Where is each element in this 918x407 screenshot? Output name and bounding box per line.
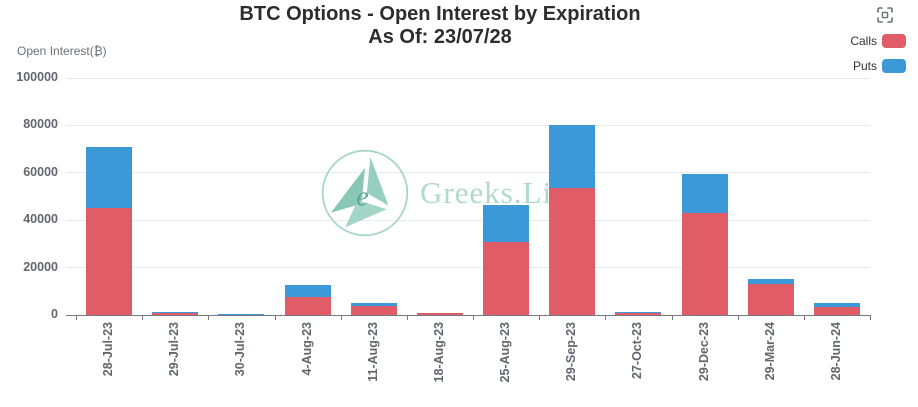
y-axis-title: Open Interest(₿) — [17, 44, 107, 58]
title-block: BTC Options - Open Interest by Expiratio… — [0, 3, 918, 49]
x-tick-label-4-Aug-23: 4-Aug-23 — [299, 322, 314, 376]
x-axis-tick — [539, 315, 541, 320]
x-tick-label-18-Aug-23: 18-Aug-23 — [431, 322, 446, 383]
bar-27-Oct-23 — [605, 311, 671, 315]
plot-area — [66, 77, 871, 320]
x-tick-label-28-Jul-23: 28-Jul-23 — [101, 322, 116, 377]
legend: Calls Puts — [850, 34, 906, 84]
bar-segment-puts-11-Aug-23[interactable] — [350, 302, 397, 307]
bar-segment-puts-29-Jul-23[interactable] — [152, 311, 199, 314]
bar-segment-puts-29-Sep-23[interactable] — [549, 125, 596, 189]
x-axis-tick — [406, 315, 408, 320]
chart-title: BTC Options - Open Interest by Expiratio… — [239, 3, 641, 25]
x-axis-tick — [340, 315, 342, 320]
x-axis-tick — [671, 315, 673, 320]
legend-swatch-puts — [882, 59, 906, 73]
bar-segment-calls-28-Jun-24[interactable] — [813, 306, 860, 315]
bar-segment-calls-28-Jul-23[interactable] — [86, 208, 133, 315]
bar-29-Dec-23 — [672, 174, 738, 315]
legend-label-puts: Puts — [852, 59, 877, 73]
x-tick-label-27-Oct-23: 27-Oct-23 — [630, 322, 645, 379]
bar-28-Jun-24 — [804, 303, 870, 315]
bar-29-Sep-23 — [539, 125, 605, 315]
bar-segment-puts-28-Jun-24[interactable] — [813, 303, 860, 307]
x-axis-tick — [803, 315, 805, 320]
legend-item-puts[interactable]: Puts — [850, 59, 906, 73]
y-tick-label: 0 — [51, 307, 58, 321]
bar-segment-puts-4-Aug-23[interactable] — [284, 285, 331, 298]
y-tick-label: 80000 — [23, 117, 58, 132]
x-axis-tick — [605, 315, 607, 320]
legend-swatch-calls — [882, 34, 906, 48]
x-axis-tick — [473, 315, 474, 320]
bar-11-Aug-23 — [341, 302, 407, 315]
gridline — [66, 172, 870, 174]
chart-subtitle: As Of: 23/07/28 — [368, 26, 512, 48]
fullscreen-icon[interactable] — [876, 6, 894, 24]
bar-segment-calls-4-Aug-23[interactable] — [284, 297, 331, 315]
x-tick-label-25-Aug-23: 25-Aug-23 — [498, 322, 513, 383]
bar-segment-puts-27-Oct-23[interactable] — [615, 311, 662, 313]
x-axis-tick — [76, 315, 77, 320]
x-tick-label-29-Mar-24: 29-Mar-24 — [762, 322, 777, 381]
bar-28-Jul-23 — [76, 146, 142, 315]
bar-18-Aug-23 — [407, 313, 473, 315]
y-tick-label: 40000 — [23, 212, 58, 227]
y-tick-label: 100000 — [16, 70, 58, 84]
gridline — [66, 124, 870, 126]
x-axis-tick — [142, 315, 144, 320]
bar-segment-calls-29-Mar-24[interactable] — [747, 283, 794, 315]
y-tick-label: 20000 — [23, 259, 58, 274]
gridline — [66, 267, 870, 269]
x-axis-tick — [274, 315, 276, 320]
bar-segment-calls-29-Jul-23[interactable] — [152, 313, 199, 315]
x-axis-line — [66, 315, 870, 316]
x-axis-tick — [208, 315, 210, 320]
x-tick-label-29-Jul-23: 29-Jul-23 — [167, 322, 182, 377]
bar-segment-puts-30-Jul-23[interactable] — [218, 314, 265, 315]
gridline — [66, 77, 870, 79]
bar-30-Jul-23 — [208, 314, 274, 315]
bar-segment-puts-28-Jul-23[interactable] — [86, 146, 133, 209]
bar-25-Aug-23 — [473, 204, 539, 315]
bar-29-Mar-24 — [738, 278, 804, 315]
bar-segment-calls-25-Aug-23[interactable] — [483, 241, 530, 315]
gridline — [66, 219, 870, 221]
x-axis-tick — [737, 315, 739, 320]
bar-segment-puts-25-Aug-23[interactable] — [483, 204, 530, 242]
bar-segment-puts-29-Dec-23[interactable] — [681, 174, 728, 214]
x-tick-label-11-Aug-23: 11-Aug-23 — [365, 322, 380, 382]
x-tick-label-29-Dec-23: 29-Dec-23 — [696, 322, 711, 382]
bar-segment-calls-18-Aug-23[interactable] — [416, 313, 463, 315]
x-tick-label-30-Jul-23: 30-Jul-23 — [233, 322, 248, 377]
bar-29-Jul-23 — [142, 311, 208, 315]
bar-segment-puts-29-Mar-24[interactable] — [747, 278, 794, 284]
x-axis-tick — [870, 315, 871, 320]
x-tick-label-29-Sep-23: 29-Sep-23 — [564, 322, 579, 382]
bar-4-Aug-23 — [275, 285, 341, 315]
bar-segment-calls-11-Aug-23[interactable] — [350, 306, 397, 315]
y-tick-label: 60000 — [23, 164, 58, 179]
legend-item-calls[interactable]: Calls — [850, 34, 906, 48]
bar-segment-calls-27-Oct-23[interactable] — [615, 312, 662, 315]
legend-label-calls: Calls — [850, 34, 877, 48]
x-tick-label-28-Jun-24: 28-Jun-24 — [828, 322, 843, 381]
bar-segment-calls-29-Dec-23[interactable] — [681, 213, 728, 315]
bar-segment-calls-29-Sep-23[interactable] — [549, 188, 596, 315]
